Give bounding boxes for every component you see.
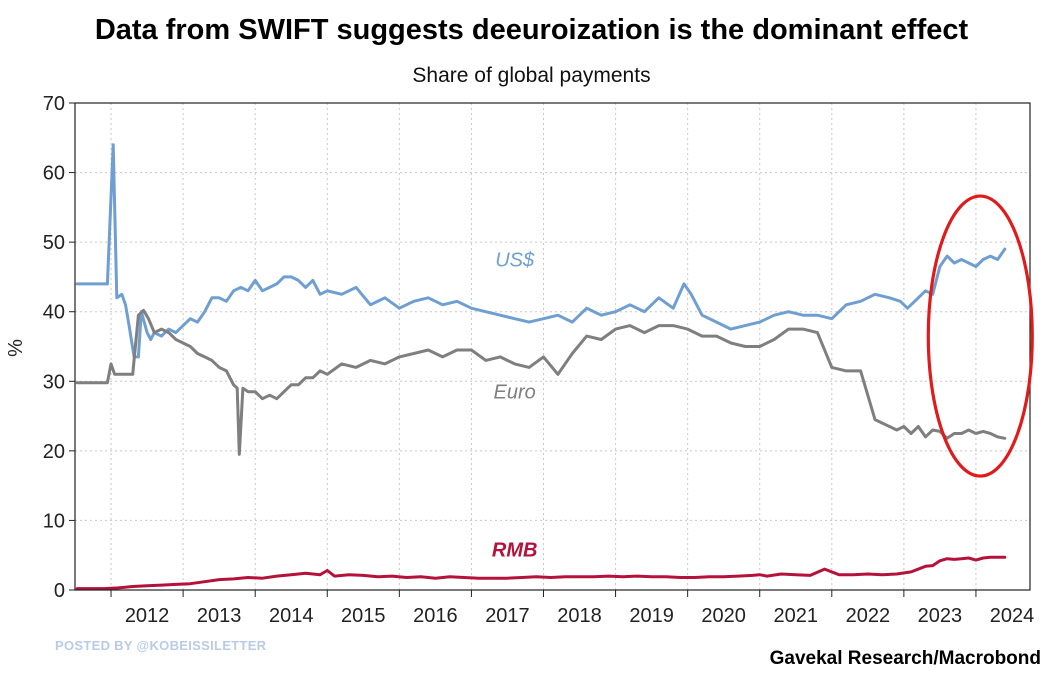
series-label-rmb: RMB (492, 540, 538, 562)
y-tick-label: 50 (43, 232, 65, 254)
watermark: POSTED BY @KOBEISSILETTER (55, 638, 267, 653)
x-tick-label: 2012 (125, 605, 170, 627)
y-tick-label: 0 (54, 580, 65, 602)
y-tick-label: 30 (43, 371, 65, 393)
x-tick-label: 2024 (990, 605, 1035, 627)
y-axis-label: % (5, 339, 27, 357)
x-tick-label: 2020 (701, 605, 746, 627)
y-tick-label: 40 (43, 302, 65, 324)
x-tick-label: 2018 (557, 605, 602, 627)
y-tick-label: 20 (43, 441, 65, 463)
x-tick-label: 2014 (269, 605, 314, 627)
x-tick-label: 2022 (846, 605, 891, 627)
series-group (75, 143, 1007, 591)
plot-frame (74, 102, 1031, 591)
grid-lines (75, 103, 1030, 590)
series-labels: US$ Euro RMB (492, 249, 538, 561)
x-tick-label: 2023 (918, 605, 963, 627)
x-tick-label: 2016 (413, 605, 458, 627)
highlight-ellipse (926, 194, 1034, 478)
x-axis: 2012 2013 2014 2015 2016 2017 2018 2019 2020 2021… (110, 590, 1035, 627)
x-tick-label: 2015 (341, 605, 386, 627)
x-tick-label: 2021 (774, 605, 819, 627)
chart-title: Data from SWIFT suggests deeuroization i… (94, 14, 969, 46)
y-axis: 0 10 20 30 40 50 60 70 (43, 93, 75, 602)
y-tick-label: 10 (43, 510, 65, 532)
series-line-rmb (75, 555, 1007, 591)
series-label-usd: US$ (495, 249, 535, 271)
series-line-usd (75, 143, 1007, 359)
x-tick-label: 2019 (629, 605, 674, 627)
x-tick-label: 2013 (197, 605, 242, 627)
source-credit: Gavekal Research/Macrobond (769, 648, 1041, 669)
series-label-euro: Euro (494, 382, 536, 404)
y-tick-label: 60 (43, 163, 65, 185)
series-line-euro (75, 308, 1007, 456)
y-tick-label: 70 (43, 93, 65, 115)
chart-subtitle: Share of global payments (412, 64, 651, 87)
x-tick-label: 2017 (485, 605, 530, 627)
